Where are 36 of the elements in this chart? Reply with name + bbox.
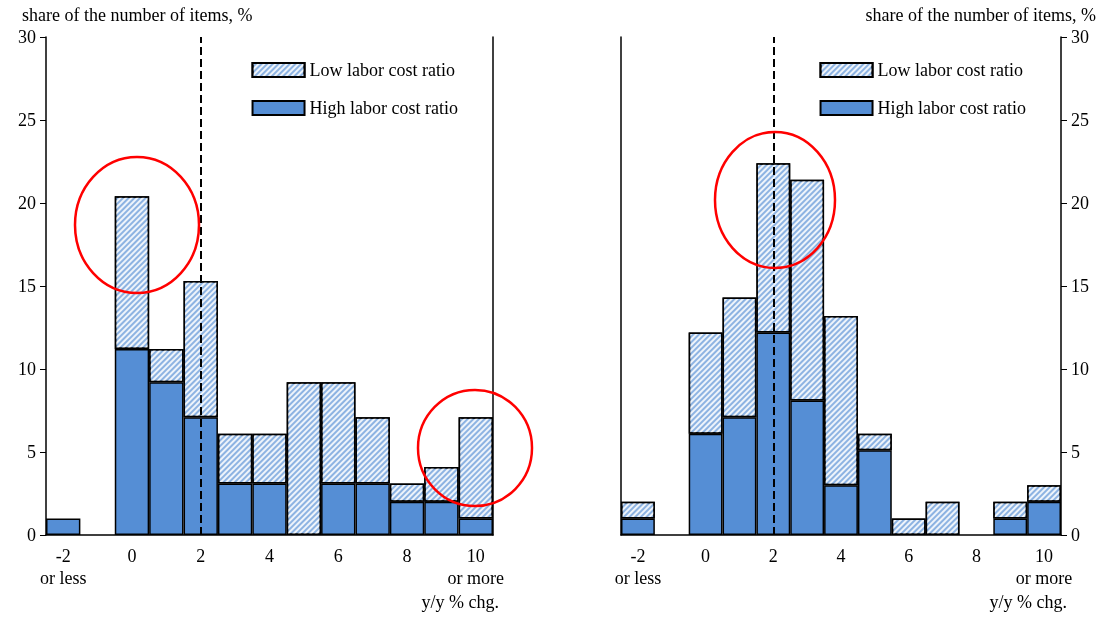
x-tick-label: -2 or less xyxy=(614,546,662,588)
x-tick-label: 2 xyxy=(768,546,778,566)
legend-label: Low labor cost ratio xyxy=(877,60,1023,80)
y-tick-label: 10 xyxy=(1071,359,1089,379)
x-tick-label: 4 xyxy=(265,546,274,566)
legend-label: High labor cost ratio xyxy=(877,98,1026,118)
legend-label: High labor cost ratio xyxy=(309,98,458,118)
x-tick-label: 10 or more xyxy=(1015,546,1073,588)
x-tick-label: 0 xyxy=(701,546,711,566)
y-tick-label: 20 xyxy=(18,193,36,213)
y-tick-label: 0 xyxy=(1071,525,1080,545)
y-tick-label: 20 xyxy=(1071,193,1089,213)
y-tick-label: 5 xyxy=(1071,442,1080,462)
x-tick-label: 10 or more xyxy=(447,546,505,588)
y-tick-label: 0 xyxy=(27,525,36,545)
x-tick-label: 8 xyxy=(971,546,981,566)
y-tick-label: 30 xyxy=(18,27,36,47)
y-tick-label: 10 xyxy=(18,359,36,379)
y-tick-label: 5 xyxy=(27,442,36,462)
y-tick-label: 25 xyxy=(1071,110,1089,130)
x-axis-title: y/y % chg. xyxy=(989,592,1067,612)
x-tick-label: 6 xyxy=(333,546,343,566)
x-tick-label: 4 xyxy=(836,546,846,566)
y-axis-title: share of the number of items, % xyxy=(865,5,1097,25)
legend-label: Low labor cost ratio xyxy=(309,60,455,80)
y-tick-label: 30 xyxy=(1071,27,1089,47)
x-tick-label: 2 xyxy=(196,546,206,566)
y-tick-label: 25 xyxy=(18,110,36,130)
x-tick-label: 6 xyxy=(904,546,914,566)
y-axis-title: share of the number of items, % xyxy=(22,5,253,25)
x-tick-label: -2 or less xyxy=(39,546,87,588)
x-tick-label: 8 xyxy=(402,546,412,566)
x-axis-title: y/y % chg. xyxy=(421,592,499,612)
y-tick-label: 15 xyxy=(1071,276,1089,296)
y-tick-label: 15 xyxy=(18,276,36,296)
x-tick-label: 0 xyxy=(127,546,137,566)
